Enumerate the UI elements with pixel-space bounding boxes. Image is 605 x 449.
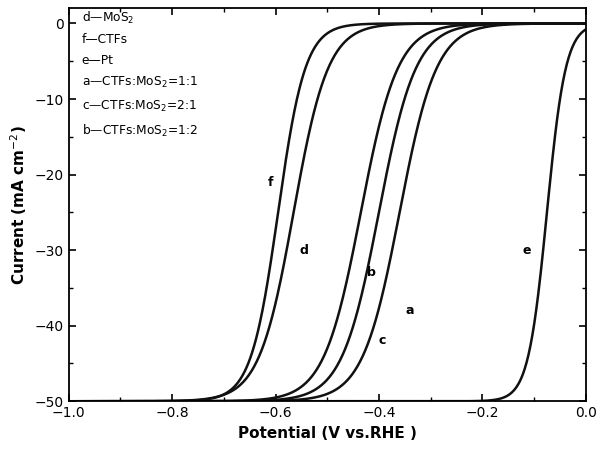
Y-axis label: Current (mA cm$^{-2}$): Current (mA cm$^{-2}$) (8, 125, 29, 285)
Text: a: a (406, 304, 414, 317)
Text: b: b (367, 266, 376, 279)
Text: d—MoS$_2$
f—CTFs
e—Pt
a—CTFs:MoS$_2$=1:1
c—CTFs:MoS$_2$=2:1
b—CTFs:MoS$_2$=1:2: d—MoS$_2$ f—CTFs e—Pt a—CTFs:MoS$_2$=1:1… (82, 10, 198, 139)
Text: d: d (299, 244, 309, 257)
Text: e: e (522, 244, 531, 257)
Text: c: c (379, 335, 386, 347)
X-axis label: Potential (V vs.RHE ): Potential (V vs.RHE ) (238, 426, 417, 440)
Text: f: f (267, 176, 273, 189)
